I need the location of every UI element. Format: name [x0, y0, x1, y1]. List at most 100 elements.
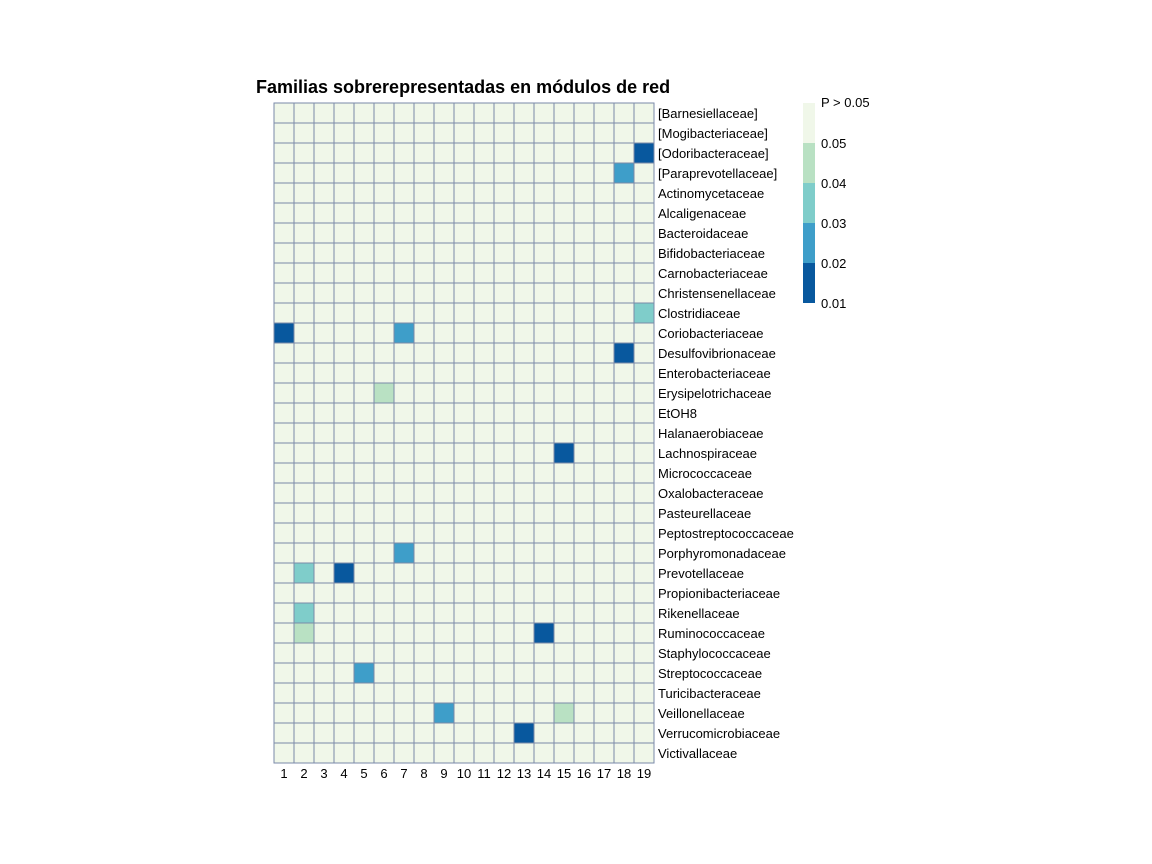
heatmap-cell [333, 642, 355, 664]
heatmap-cell [453, 262, 475, 284]
heatmap-cell [333, 262, 355, 284]
legend-color-band [803, 103, 815, 143]
column-label: 11 [477, 766, 491, 781]
heatmap-cell [373, 542, 395, 564]
column-label: 8 [420, 766, 427, 781]
heatmap-cell [373, 302, 395, 324]
heatmap-cell [593, 602, 615, 624]
heatmap-cell [273, 422, 295, 444]
heatmap-cell [413, 682, 435, 704]
heatmap-cell [533, 502, 555, 524]
heatmap-cell [573, 662, 595, 684]
heatmap-cell [333, 302, 355, 324]
heatmap-cell [433, 122, 455, 144]
heatmap-cell [293, 182, 315, 204]
heatmap-cell [293, 102, 315, 124]
heatmap-cell [593, 742, 615, 764]
heatmap-cell [333, 222, 355, 244]
heatmap-cell [393, 262, 415, 284]
heatmap-cell [473, 122, 495, 144]
heatmap-cell [493, 322, 515, 344]
heatmap-cell-significant [613, 162, 635, 184]
heatmap-cell [313, 522, 335, 544]
heatmap-cell [553, 362, 575, 384]
heatmap-cell [353, 402, 375, 424]
heatmap-cell [553, 342, 575, 364]
heatmap-cell [453, 502, 475, 524]
heatmap-cell [333, 422, 355, 444]
heatmap-cell [533, 362, 555, 384]
heatmap-cell [433, 602, 455, 624]
row-labels: [Barnesiellaceae] [Mogibacteriaceae] [Odor… [658, 106, 794, 761]
heatmap-cell [313, 582, 335, 604]
heatmap-cell [293, 662, 315, 684]
heatmap-cell [553, 242, 575, 264]
heatmap-cell [633, 242, 655, 264]
heatmap-cell [433, 542, 455, 564]
heatmap-cell [573, 682, 595, 704]
heatmap-cell [573, 262, 595, 284]
heatmap-cell [613, 382, 635, 404]
heatmap-cell [533, 582, 555, 604]
heatmap-cell [393, 562, 415, 584]
heatmap-cell [273, 562, 295, 584]
heatmap-cell [553, 162, 575, 184]
heatmap-cell [413, 302, 435, 324]
heatmap-cell [273, 582, 295, 604]
heatmap-cell [353, 242, 375, 264]
heatmap-cell [633, 542, 655, 564]
heatmap-cell [333, 722, 355, 744]
heatmap-cell [373, 642, 395, 664]
heatmap-cell [633, 522, 655, 544]
heatmap-cell [513, 302, 535, 324]
heatmap-cell [613, 602, 635, 624]
heatmap-cell [353, 602, 375, 624]
heatmap-cell [313, 542, 335, 564]
heatmap-cell [573, 402, 595, 424]
heatmap-cell [353, 342, 375, 364]
heatmap-cell [553, 522, 575, 544]
heatmap-cell [433, 202, 455, 224]
heatmap-cell [433, 742, 455, 764]
heatmap-cell [413, 522, 435, 544]
heatmap-cell [493, 302, 515, 324]
heatmap-cell [433, 502, 455, 524]
heatmap-cell [453, 202, 475, 224]
heatmap-cell [353, 562, 375, 584]
heatmap-cell [353, 222, 375, 244]
heatmap-cell [453, 522, 475, 544]
heatmap-cell [493, 522, 515, 544]
heatmap-cell [573, 322, 595, 344]
heatmap-cell [373, 562, 395, 584]
heatmap-cell [293, 122, 315, 144]
heatmap-cell [553, 542, 575, 564]
heatmap-cell [573, 722, 595, 744]
heatmap-cell [513, 562, 535, 584]
heatmap-cell [353, 202, 375, 224]
heatmap-cell [433, 182, 455, 204]
heatmap-cell [353, 262, 375, 284]
heatmap-cell [353, 622, 375, 644]
heatmap-cell [493, 742, 515, 764]
heatmap-cell [293, 322, 315, 344]
column-label: 3 [320, 766, 327, 781]
heatmap-cell [433, 302, 455, 324]
heatmap-cell [593, 582, 615, 604]
row-label: Prevotellaceae [658, 566, 744, 581]
heatmap-cell [573, 422, 595, 444]
heatmap-cell-significant [293, 602, 315, 624]
heatmap-cell [473, 442, 495, 464]
heatmap-cell [593, 402, 615, 424]
heatmap-cell-significant [393, 322, 415, 344]
heatmap-cell [453, 742, 475, 764]
heatmap-cell [373, 282, 395, 304]
row-label: Bacteroidaceae [658, 226, 748, 241]
heatmap-cell [573, 302, 595, 324]
heatmap-cell [433, 162, 455, 184]
heatmap-cell [613, 402, 635, 424]
heatmap-cell [593, 262, 615, 284]
column-label: 16 [577, 766, 591, 781]
heatmap-cell [633, 322, 655, 344]
heatmap-cell [273, 202, 295, 224]
heatmap-cell [313, 342, 335, 364]
